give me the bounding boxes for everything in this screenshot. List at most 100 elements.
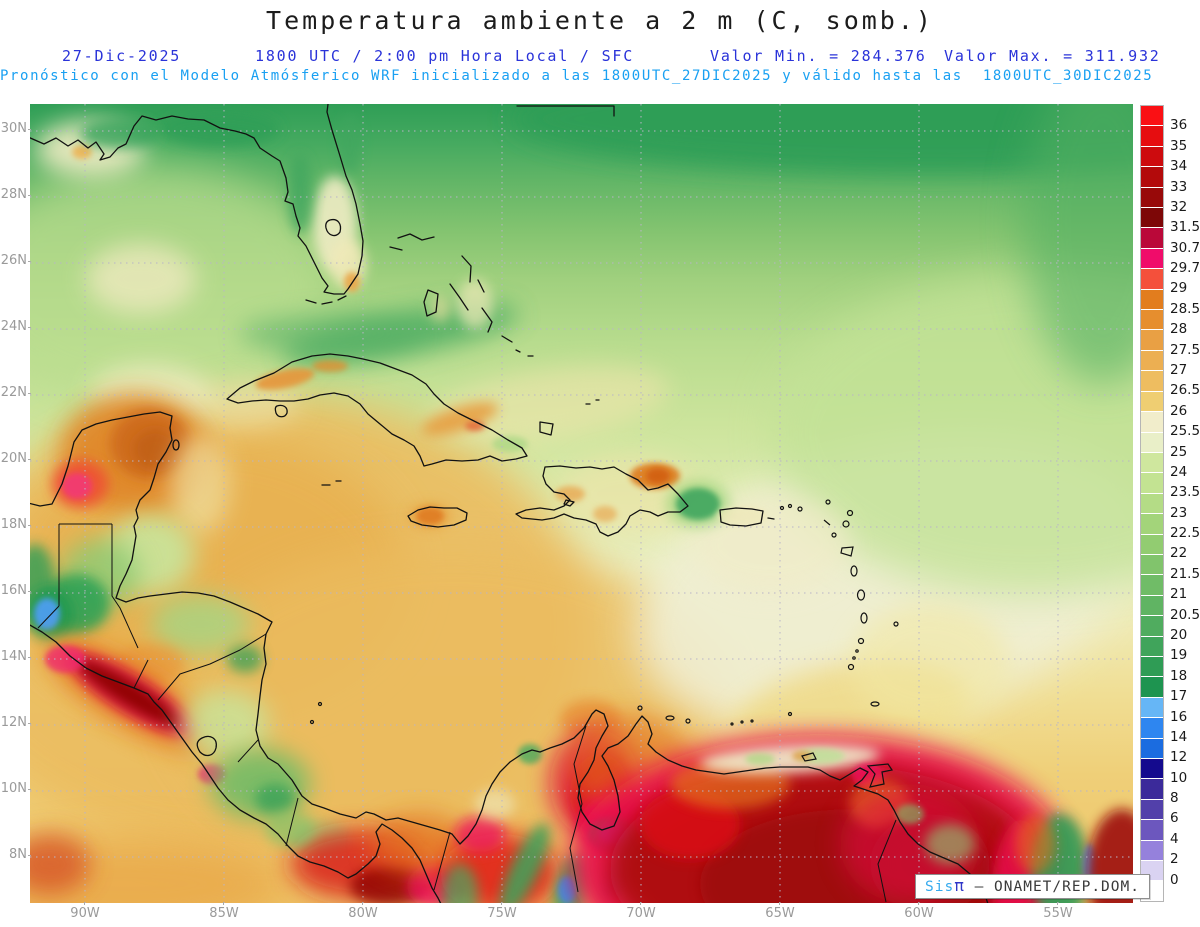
colorbar-label: 32: [1170, 198, 1188, 215]
lake-okeechobee: [325, 218, 342, 237]
colorbar-cell: [1141, 677, 1163, 698]
colorbar-label: 8: [1170, 790, 1179, 807]
colorbar-label: 24: [1170, 463, 1188, 480]
branding-watermark: Sisπ – ONAMET/REP.DOM.: [915, 874, 1150, 899]
lat-tick-label: 14N: [0, 649, 31, 664]
colorbar-cell: [1141, 371, 1163, 392]
tick-mark: [1057, 902, 1058, 905]
colorbar-cell: [1141, 616, 1163, 637]
cozumel: [172, 439, 180, 451]
lon-tick-label: 90W: [63, 902, 107, 921]
cuba: [226, 353, 528, 467]
colorbar-label: 31.5: [1170, 219, 1200, 236]
coastlines: [30, 104, 989, 903]
colorbar-label: 23.5: [1170, 484, 1200, 501]
colorbar-label: 4: [1170, 830, 1179, 847]
forecast-time: 1800 UTC / 2:00 pm Hora Local / SFC: [255, 47, 635, 65]
tick-mark: [640, 902, 641, 905]
tick-mark: [28, 261, 31, 262]
sispi-logo-sis: Sis: [925, 879, 955, 895]
hispaniola: [515, 465, 689, 537]
lon-tick-label: 80W: [341, 902, 385, 921]
colorbar-cell: [1141, 697, 1163, 719]
tick-mark: [28, 393, 31, 394]
colorbar-cell: [1141, 759, 1163, 780]
lat-tick-label: 24N: [0, 319, 31, 334]
colorbar-label: 12: [1170, 749, 1188, 766]
tick-mark: [28, 129, 31, 130]
colorbar-cell: [1141, 473, 1163, 494]
pacific-coast: [30, 624, 442, 903]
lon-tick-label: 70W: [619, 902, 663, 921]
lake-nicaragua: [196, 735, 217, 757]
tick-mark: [28, 855, 31, 856]
colorbar-label: 6: [1170, 810, 1179, 827]
temperature-colorbar: [1140, 105, 1164, 902]
lat-tick-label: 16N: [0, 583, 31, 598]
colorbar-label: 20.5: [1170, 606, 1200, 623]
colorbar-cell: [1141, 779, 1163, 800]
colorbar-label: 26.5: [1170, 382, 1200, 399]
lon-tick-label: 75W: [480, 902, 524, 921]
colorbar-label: 2: [1170, 851, 1179, 868]
jamaica: [407, 506, 468, 528]
colorbar-label: 10: [1170, 769, 1188, 786]
value-max: Valor Max. = 311.932: [944, 47, 1161, 65]
colorbar-label: 26: [1170, 402, 1188, 419]
colorbar-label: 27.5: [1170, 341, 1200, 358]
cayman-islands: [321, 480, 342, 486]
lat-tick-label: 8N: [0, 847, 31, 862]
colorbar-cell: [1141, 146, 1163, 168]
pi-icon: π: [954, 876, 965, 895]
lon-tick-label: 65W: [758, 902, 802, 921]
colorbar-cell: [1141, 248, 1163, 270]
isla-juventud: [274, 404, 288, 418]
lat-tick-label: 30N: [0, 121, 31, 136]
temperature-field-svg: [30, 104, 1133, 903]
lat-tick-label: 28N: [0, 187, 31, 202]
tick-mark: [28, 327, 31, 328]
colorbar-cell: [1141, 738, 1163, 759]
tick-mark: [84, 902, 85, 905]
lat-tick-label: 12N: [0, 715, 31, 730]
grid-lines: [30, 104, 1133, 903]
colorbar-cell: [1141, 452, 1163, 474]
tick-mark: [362, 902, 363, 905]
colorbar-label: 16: [1170, 708, 1188, 725]
tick-mark: [28, 195, 31, 196]
tick-mark: [501, 902, 502, 905]
tick-mark: [28, 657, 31, 658]
colorbar-cell: [1141, 167, 1163, 188]
colorbar-label: 25: [1170, 443, 1188, 460]
colorbar-label: 22: [1170, 545, 1188, 562]
colorbar-cell: [1141, 269, 1163, 290]
margarita: [801, 752, 817, 762]
lat-tick-label: 10N: [0, 781, 31, 796]
colorbar-cell: [1141, 554, 1163, 576]
tick-mark: [28, 723, 31, 724]
page-title: Temperatura ambiente a 2 m (C, somb.): [266, 6, 934, 35]
puerto-rico: [719, 507, 775, 527]
model-init-line: Pronóstico con el Modelo Atmósferico WRF…: [0, 68, 1154, 84]
lat-tick-label: 22N: [0, 385, 31, 400]
colorbar-cell: [1141, 228, 1163, 249]
colorbar-label: 19: [1170, 647, 1188, 664]
bahamas: [389, 233, 600, 436]
colorbar-cell: [1141, 412, 1163, 433]
yucatan-caribbean-coast: [30, 411, 989, 903]
colorbar-label: 36: [1170, 117, 1188, 134]
colorbar-cell: [1141, 595, 1163, 617]
tick-mark: [28, 591, 31, 592]
lat-tick-label: 26N: [0, 253, 31, 268]
colorbar-cell: [1141, 432, 1163, 453]
trinidad: [866, 763, 893, 788]
colorbar-cell: [1141, 126, 1163, 147]
tick-mark: [918, 902, 919, 905]
colorbar-label: 29: [1170, 280, 1188, 297]
colorbar-cell: [1141, 534, 1163, 555]
colorbar-cell: [1141, 514, 1163, 535]
colorbar-label: 35: [1170, 137, 1188, 154]
lat-tick-label: 18N: [0, 517, 31, 532]
temperature-blobs-west: [30, 394, 470, 903]
